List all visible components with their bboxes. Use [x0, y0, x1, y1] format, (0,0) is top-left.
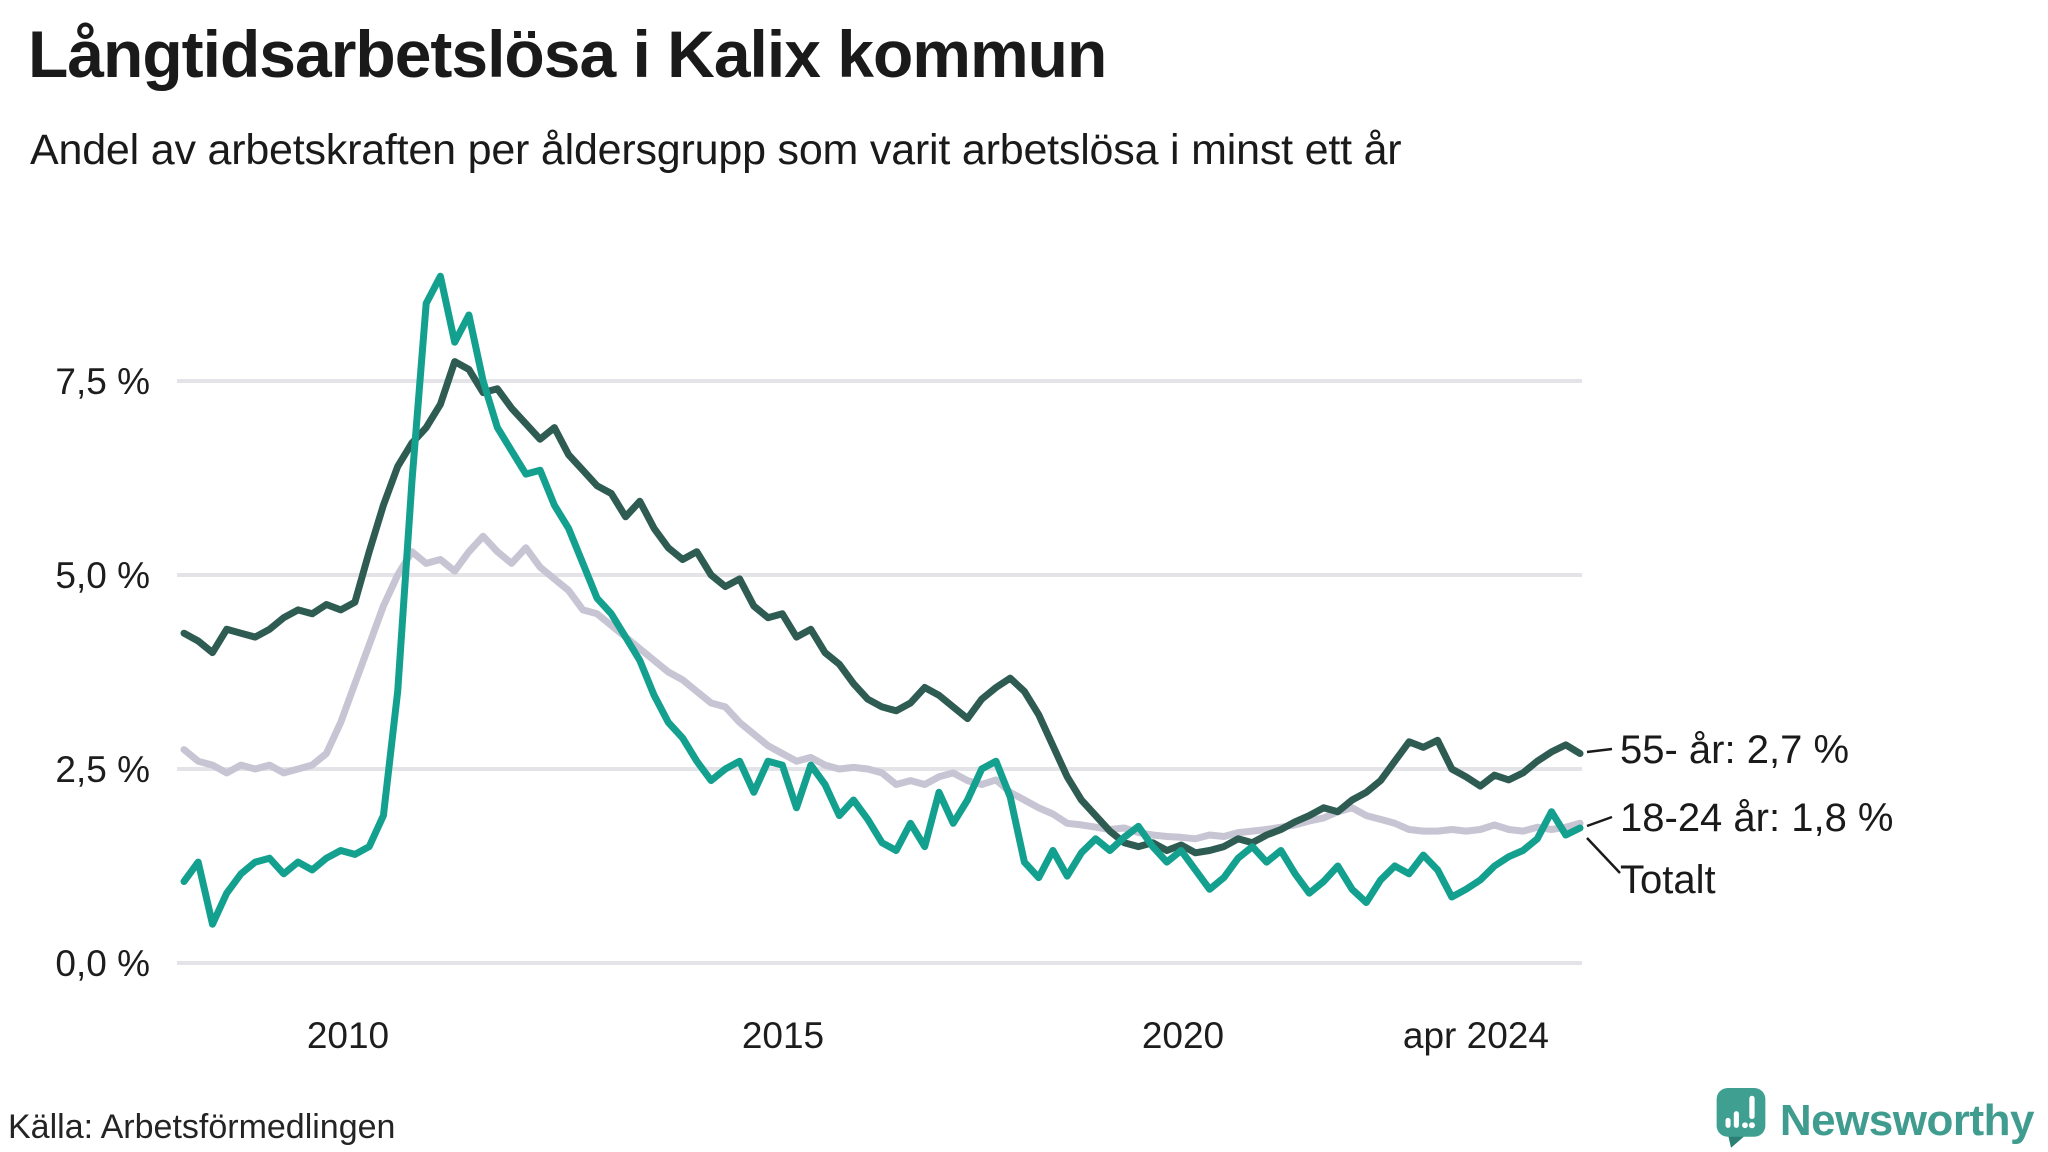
page-title: Långtidsarbetslösa i Kalix kommun: [28, 17, 1107, 91]
x-axis-tick-label: apr 2024: [1403, 1015, 1549, 1056]
series-line-55: [180, 358, 1584, 857]
x-axis-tick-label: 2015: [742, 1015, 824, 1056]
y-axis-tick-label: 0,0 %: [55, 943, 150, 984]
y-axis-tick-label: 7,5 %: [55, 361, 150, 402]
series-end-label-55: 55- år: 2,7 %: [1620, 728, 1850, 772]
newsworthy-logo-icon: [1716, 1088, 1766, 1148]
connector-totalt-line: [1586, 837, 1621, 874]
x-axis-tick-label: 2020: [1142, 1015, 1224, 1056]
y-axis-tick-label: 2,5 %: [55, 749, 150, 790]
series-end-label-18-24: 18-24 år: 1,8 %: [1620, 796, 1894, 840]
series-line-18-24: [180, 532, 1584, 843]
connector-55-line: [1586, 747, 1613, 754]
newsworthy-wordmark: Newsworthy: [1779, 1096, 2035, 1145]
connector-18-24-line: [1586, 815, 1613, 828]
newsworthy-logo: Newsworthy: [1716, 1088, 2035, 1150]
y-axis-tick-label: 5,0 %: [55, 555, 150, 596]
series-line-totalt: [180, 272, 1584, 928]
chart-subtitle: Andel av arbetskraften per åldersgrupp s…: [30, 126, 1402, 174]
series-end-label-totalt: Totalt: [1620, 858, 1716, 902]
x-axis-tick-label: 2010: [307, 1015, 389, 1056]
source-credit: Källa: Arbetsförmedlingen: [8, 1108, 396, 1146]
